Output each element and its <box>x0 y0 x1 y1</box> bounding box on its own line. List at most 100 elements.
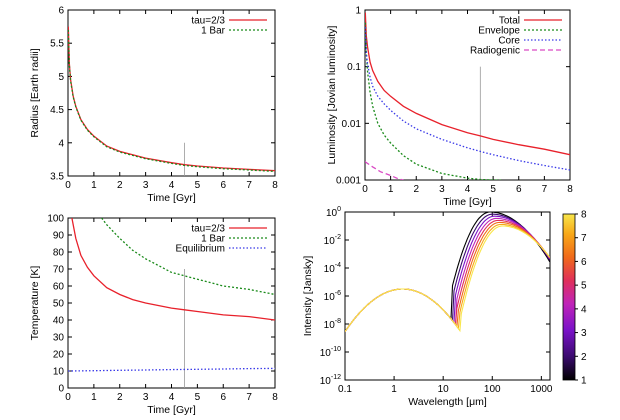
y-tick-label: 0.001 <box>336 176 361 187</box>
x-tick-label: 4 <box>169 392 175 403</box>
x-tick-label: 1000 <box>530 384 553 395</box>
x-tick-label: 0.1 <box>338 384 352 395</box>
plot-frame <box>67 9 276 177</box>
legend-label: Radiogenic <box>470 46 520 57</box>
x-axis-label: Time [Gyr] <box>443 196 492 208</box>
y-tick-base: 10 <box>320 348 332 359</box>
series-line-0 <box>71 218 275 321</box>
x-tick-label: 7 <box>246 392 252 403</box>
spectrum-line-6 <box>345 223 550 332</box>
x-tick-label: 4 <box>465 184 471 195</box>
y-tick-label: 10-4 <box>324 262 341 275</box>
x-tick-label: 1 <box>91 180 97 191</box>
x-tick-label: 3 <box>143 392 149 403</box>
colorbar <box>562 213 576 381</box>
y-tick-exponent: -6 <box>335 290 341 297</box>
y-tick-label: 80 <box>53 248 65 259</box>
y-tick-label: 20 <box>53 350 65 361</box>
y-tick-label: 0.01 <box>342 119 362 130</box>
x-tick-label: 5 <box>490 184 496 195</box>
y-tick-label: 100 <box>326 206 341 219</box>
y-tick-base: 10 <box>324 236 336 247</box>
x-tick-label: 0 <box>362 184 368 195</box>
y-tick-base: 10 <box>324 320 336 331</box>
x-tick-label: 8 <box>567 184 573 195</box>
x-tick-label: 4 <box>169 180 175 191</box>
y-tick-label: 6 <box>58 6 64 17</box>
x-tick-label: 6 <box>220 392 226 403</box>
colorbar-tick-label: 1 <box>581 376 587 387</box>
x-tick-label: 7 <box>246 180 252 191</box>
y-tick-label: 0 <box>58 384 64 395</box>
y-tick-label: 4 <box>58 138 64 149</box>
legend-label: tau=2/3 <box>191 16 225 27</box>
colorbar-tick-label: 8 <box>581 210 587 221</box>
y-tick-label: 10-2 <box>324 234 341 247</box>
series-line-1 <box>68 29 275 173</box>
x-tick-label: 2 <box>413 184 419 195</box>
spectrum-line-7 <box>345 225 550 333</box>
x-tick-label: 1 <box>388 184 394 195</box>
y-tick-exponent: -4 <box>335 262 341 269</box>
legend-label: Core <box>498 36 520 47</box>
plot-frame <box>364 9 571 181</box>
y-tick-label: 10-12 <box>320 374 341 387</box>
y-tick-exponent: 0 <box>337 206 341 213</box>
y-tick-label: 100 <box>47 214 64 225</box>
legend-label: Equilibrium <box>176 244 225 255</box>
spectrum-chart: 0.1 1 10 100 100010010-210-410-610-810-1010-… <box>302 206 587 408</box>
x-tick-label: 2 <box>117 392 123 403</box>
x-tick-label: 1 <box>391 384 397 395</box>
series-line-0 <box>365 12 570 156</box>
x-tick-label: 7 <box>542 184 548 195</box>
y-tick-label: 30 <box>53 333 65 344</box>
colorbar-tick-label: 3 <box>581 328 587 339</box>
colorbar-tick-label: 6 <box>581 257 587 268</box>
y-axis-label: Temperature [K] <box>29 266 41 341</box>
legend-label: tau=2/3 <box>191 224 225 235</box>
y-tick-label: 4.5 <box>50 105 64 116</box>
x-tick-label: 5 <box>195 180 201 191</box>
y-tick-label: 1 <box>355 6 361 17</box>
x-tick-label: 8 <box>272 392 278 403</box>
x-tick-label: 0 <box>65 392 71 403</box>
y-tick-label: 5 <box>58 72 64 83</box>
plot-frame <box>344 211 551 381</box>
x-tick-label: 1 <box>91 392 97 403</box>
y-tick-label: 10-10 <box>320 346 341 359</box>
y-tick-exponent: -10 <box>331 346 341 353</box>
y-tick-base: 10 <box>324 292 336 303</box>
colorbar-tick-label: 2 <box>581 352 587 363</box>
series-line-1 <box>365 22 501 180</box>
y-tick-base: 10 <box>320 376 332 387</box>
x-axis-label: Time [Gyr] <box>147 404 196 416</box>
x-tick-label: 0 <box>65 180 71 191</box>
y-tick-base: 10 <box>326 208 338 219</box>
x-tick-label: 6 <box>516 184 522 195</box>
legend-label: 1 Bar <box>201 26 226 37</box>
series-line-2 <box>68 367 275 372</box>
y-tick-label: 3.5 <box>50 172 64 183</box>
y-axis-label: Intensity [Jansky] <box>302 256 314 337</box>
y-tick-label: 10 <box>53 367 65 378</box>
y-axis-label: Radius [Earth radii] <box>29 48 41 137</box>
series-line-2 <box>365 27 570 171</box>
y-tick-label: 10-8 <box>324 318 341 331</box>
x-axis-label: Wavelength [μm] <box>408 396 487 408</box>
y-tick-exponent: -8 <box>335 318 341 325</box>
y-tick-label: 70 <box>53 265 65 276</box>
legend-label: Envelope <box>478 26 520 37</box>
x-tick-label: 3 <box>439 184 445 195</box>
x-axis-label: Time [Gyr] <box>147 192 196 204</box>
x-tick-label: 3 <box>143 180 149 191</box>
x-tick-label: 10 <box>438 384 450 395</box>
radius-chart: 0 1 2 3 4 5 6 7 8 3.5 4 4.5 5 5.5 6 Time [Gyr] Radius [E… <box>29 6 278 205</box>
y-tick-exponent: -12 <box>331 374 341 381</box>
plot-frame <box>67 217 276 389</box>
y-tick-label: 5.5 <box>50 39 64 50</box>
series-line-1 <box>101 218 275 296</box>
colorbar-tick-label: 4 <box>581 304 587 315</box>
y-tick-label: 60 <box>53 282 65 293</box>
